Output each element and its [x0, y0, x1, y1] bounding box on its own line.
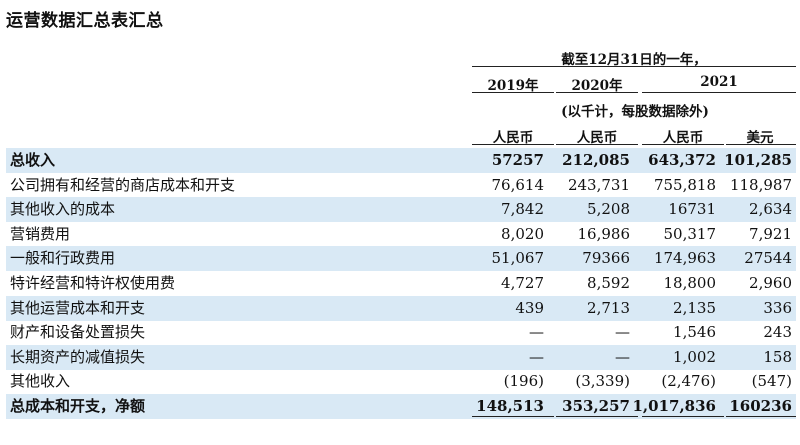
year-2019-header: 2019年 — [487, 78, 539, 94]
value-2020: 353,257 — [562, 397, 630, 415]
value-2020: — — [615, 323, 630, 342]
row-label: 总成本和开支，净额 — [10, 397, 146, 415]
table-row: 总收入 57257 212,085 643,372 101,285 — [6, 148, 796, 173]
value-2021-rmb: 16731 — [668, 200, 716, 219]
year-rule-2020 — [556, 92, 638, 93]
page-title: 运营数据汇总表汇总 — [6, 11, 164, 31]
value-2020: 16,986 — [577, 224, 631, 243]
year-rule-2019 — [472, 92, 554, 93]
value-2021-rmb: 1,002 — [673, 347, 716, 366]
value-2019: 148,513 — [476, 397, 544, 415]
row-label: 总收入 — [10, 151, 56, 169]
value-2019: (196) — [503, 372, 544, 391]
value-2021-rmb: 50,317 — [663, 224, 717, 243]
value-2019: 439 — [515, 298, 544, 317]
table-row: 总成本和开支，净额 148,513 353,257 1,017,836 160236 — [6, 394, 796, 419]
table-row: 长期资产的减值损失 — — 1,002 158 — [6, 344, 796, 370]
value-2020: 212,085 — [562, 151, 630, 169]
currency-2021-usd: 美元 — [746, 130, 774, 146]
value-2021-rmb: 174,963 — [653, 249, 716, 268]
table-row: 一般和行政费用 51,067 79366 174,963 27544 — [6, 246, 796, 272]
total-rule-2021 — [642, 416, 724, 417]
value-2021-usd: 158 — [763, 347, 792, 366]
table-row: 其他运营成本和开支 439 2,713 2,135 336 — [6, 295, 796, 321]
value-2021-rmb: 755,818 — [653, 175, 716, 194]
row-label: 一般和行政费用 — [10, 249, 116, 268]
row-label: 其他收入 — [10, 372, 71, 391]
value-2021-rmb: 2,135 — [673, 298, 716, 317]
value-2019: 51,067 — [491, 249, 545, 268]
period-header: 截至12月31日的一年， — [561, 52, 707, 68]
value-2019: 57257 — [491, 151, 544, 169]
value-2021-rmb: 1,017,836 — [632, 397, 716, 415]
value-2021-usd: 101,285 — [724, 151, 792, 169]
value-2021-rmb: 643,372 — [648, 151, 716, 169]
value-2021-usd: 2,634 — [749, 200, 792, 219]
row-label: 其他收入的成本 — [10, 200, 116, 219]
row-label: 特许经营和特许权使用费 — [10, 274, 176, 292]
value-2020: 79366 — [582, 249, 630, 268]
row-label: 公司拥有和经营的商店成本和开支 — [10, 175, 236, 194]
row-label: 长期资产的减值损失 — [10, 347, 146, 366]
cur-rule-usd — [726, 144, 796, 145]
value-2019: — — [529, 347, 544, 366]
value-2019: 4,727 — [501, 274, 544, 292]
table-row: 公司拥有和经营的商店成本和开支 76,614 243,731 755,818 118,9… — [6, 173, 796, 198]
value-2021-usd: 243 — [763, 323, 792, 342]
table-row: 其他收入的成本 7,842 5,208 16731 2,634 — [6, 197, 796, 223]
value-2020: 5,208 — [587, 200, 630, 219]
table-row: 营销费用 8,020 16,986 50,317 7,921 — [6, 222, 796, 247]
value-2020: 243,731 — [567, 175, 630, 194]
currency-2019: 人民币 — [492, 130, 534, 146]
total-rule-2019 — [472, 416, 554, 417]
total-rule-usd — [726, 416, 796, 417]
value-2019: 8,020 — [501, 224, 544, 243]
currency-2020: 人民币 — [576, 130, 618, 146]
units-note: (以千计，每股数据除外) — [561, 104, 709, 120]
value-2021-usd: 2,960 — [749, 274, 792, 292]
value-2021-usd: (547) — [751, 372, 792, 391]
cur-rule-2019 — [472, 144, 554, 145]
value-2019: — — [529, 323, 544, 342]
value-2021-usd: 336 — [763, 298, 792, 317]
value-2021-usd: 118,987 — [729, 175, 792, 194]
row-label: 财产和设备处置损失 — [10, 323, 146, 342]
currency-2021-rmb: 人民币 — [662, 130, 704, 146]
value-2021-usd: 160236 — [729, 397, 792, 415]
total-rule-2020 — [556, 416, 638, 417]
value-2021-usd: 27544 — [744, 249, 792, 268]
value-2021-usd: 7,921 — [749, 224, 792, 243]
value-2020: — — [615, 347, 630, 366]
value-2020: 8,592 — [587, 274, 630, 292]
period-rule — [472, 66, 796, 67]
value-2019: 7,842 — [501, 200, 544, 219]
value-2021-rmb: 1,546 — [673, 323, 716, 342]
table-row: 其他收入 (196) (3,339) (2,476) (547) — [6, 369, 796, 394]
table-row: 特许经营和特许权使用费 4,727 8,592 18,800 2,960 — [6, 271, 796, 296]
year-rule-2021 — [642, 92, 796, 93]
row-label: 营销费用 — [10, 224, 71, 243]
value-2021-rmb: 18,800 — [663, 274, 717, 292]
cur-rule-2020 — [556, 144, 638, 145]
value-2020: (3,339) — [575, 372, 630, 391]
cur-rule-2021 — [642, 144, 724, 145]
row-label: 其他运营成本和开支 — [10, 298, 146, 317]
year-2021-header: 2021 — [700, 74, 738, 90]
value-2019: 76,614 — [491, 175, 545, 194]
value-2021-rmb: (2,476) — [661, 372, 716, 391]
year-2020-header: 2020年 — [571, 78, 623, 94]
value-2020: 2,713 — [587, 298, 630, 317]
table-row: 财产和设备处置损失 — — 1,546 243 — [6, 320, 796, 345]
